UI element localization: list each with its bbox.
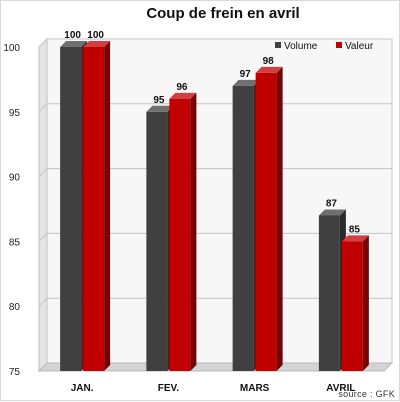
y-axis: 75 80 85 90 95 100 xyxy=(3,43,20,378)
bar-volume xyxy=(60,41,88,371)
bar-valeur xyxy=(255,66,283,372)
bar-side xyxy=(190,92,197,371)
side-wall xyxy=(38,37,48,373)
legend-swatch xyxy=(275,42,281,48)
bars-group xyxy=(60,41,369,372)
bar-front xyxy=(83,47,105,371)
x-axis: JAN. FEV. MARS AVRIL xyxy=(71,383,356,394)
legend-item-valeur: Valeur xyxy=(336,41,374,52)
data-label: 100 xyxy=(64,30,81,41)
y-tick-label: 90 xyxy=(9,173,21,184)
legend-label: Volume xyxy=(284,41,318,52)
data-label: 100 xyxy=(87,30,104,41)
legend-label: Valeur xyxy=(345,41,374,52)
bar-volume xyxy=(232,79,260,371)
x-tick-label: MARS xyxy=(240,383,270,394)
bar-top xyxy=(232,79,260,86)
bar-front xyxy=(60,47,82,371)
x-tick-label: AVRIL xyxy=(326,383,355,394)
gridline-depth xyxy=(38,168,48,177)
bar-top xyxy=(341,235,369,242)
data-label: 96 xyxy=(176,82,188,93)
bar-side xyxy=(104,41,111,371)
bar-front xyxy=(169,98,191,371)
bar-front xyxy=(146,111,168,372)
bar-front xyxy=(318,215,340,371)
data-label: 87 xyxy=(326,198,338,209)
y-tick-label: 85 xyxy=(9,237,21,248)
bar-front xyxy=(341,241,363,371)
bar-top xyxy=(318,209,346,216)
gridline-depth xyxy=(38,38,48,48)
y-tick-label: 75 xyxy=(9,367,21,378)
chart-plot-area xyxy=(37,37,394,373)
x-tick-label: FEV. xyxy=(158,383,180,394)
source-note: source : GFK xyxy=(338,389,395,399)
data-label: 95 xyxy=(153,95,165,106)
data-label: 97 xyxy=(240,69,252,80)
y-tick-label: 100 xyxy=(3,43,20,54)
legend-item-volume: Volume xyxy=(275,41,318,52)
gridline-depth xyxy=(38,297,48,307)
bar-top xyxy=(255,66,283,73)
chart-title: Coup de frein en avril xyxy=(146,5,299,22)
x-tick-label: JAN. xyxy=(71,383,94,394)
bar-top xyxy=(83,41,111,47)
bar-valeur xyxy=(169,92,197,371)
bar-valeur xyxy=(341,235,369,371)
bar-top xyxy=(146,105,174,112)
bar-side xyxy=(362,235,369,371)
bar-front xyxy=(232,85,254,371)
bar-volume xyxy=(146,105,174,372)
bar-side xyxy=(276,66,283,372)
y-tick-label: 95 xyxy=(9,108,21,119)
y-tick-label: 80 xyxy=(9,302,21,313)
gridline-depth xyxy=(38,233,48,242)
bar-top xyxy=(169,92,197,99)
data-labels: 100 100 95 96 97 98 87 85 xyxy=(64,30,360,235)
legend-swatch xyxy=(336,42,342,48)
gridline-depth xyxy=(38,103,48,113)
data-label: 98 xyxy=(263,56,275,67)
data-label: 85 xyxy=(349,224,361,235)
legend: Volume Valeur xyxy=(275,41,374,52)
bar-front xyxy=(255,72,277,372)
bar-volume xyxy=(318,209,346,371)
bar-top xyxy=(60,41,88,47)
bar-valeur xyxy=(83,41,111,371)
